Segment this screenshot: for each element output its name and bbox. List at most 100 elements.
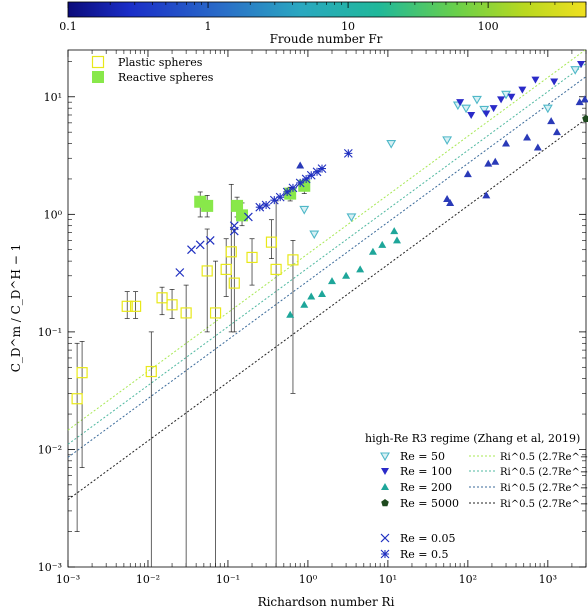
marker-x [175, 268, 185, 277]
marker-triangle-down-open [346, 213, 357, 223]
marker-triangle-up [446, 198, 455, 206]
marker-filled-square [284, 187, 297, 200]
marker-triangle-down [482, 110, 491, 118]
colorbar-tick-label: 0.1 [59, 20, 77, 33]
marker-x [205, 235, 215, 245]
marker-triangle-down-open [472, 95, 482, 105]
x-tick-label: 10⁻¹ [216, 573, 240, 586]
marker-triangle-up [318, 290, 327, 298]
marker-open-square [91, 55, 105, 69]
marker-open-square [287, 254, 299, 266]
marker-triangle-up [580, 95, 588, 103]
marker-triangle-up [484, 159, 493, 167]
x-axis-label: Richardson number Ri [258, 595, 395, 609]
x-tick-label: 10¹ [379, 573, 397, 586]
marker-triangle-up [356, 265, 365, 273]
marker-open-square [180, 307, 192, 319]
legend-label: Reactive spheres [118, 71, 214, 84]
marker-asterisk [269, 195, 279, 205]
legend-entry-label: Re = 200 [400, 481, 452, 494]
y-tick-label: 10⁻¹ [38, 326, 62, 339]
marker-open-square [270, 263, 282, 276]
y-tick-label: 10¹ [44, 91, 62, 104]
marker-triangle-down-open [479, 105, 490, 115]
fit-line-re-50 [67, 49, 586, 431]
marker-open-square [265, 236, 278, 248]
legend-entry-label: Re = 0.5 [400, 548, 449, 561]
marker-filled-square [92, 71, 104, 83]
legend-fit-label: Ri^0.5 (2.7Re^−0.5 + 0.08) [500, 499, 588, 510]
legend-bottom-right: high-Re R3 regime (Zhang et al, 2019) Re… [365, 432, 588, 561]
fit-line-re-200 [67, 76, 587, 458]
marker-triangle-up [381, 483, 389, 490]
colorbar-label: Froude number Fr [270, 32, 383, 46]
marker-triangle-up [296, 161, 305, 169]
marker-open-square [225, 246, 237, 258]
marker-open-square [145, 365, 157, 378]
marker-open-square [76, 367, 88, 379]
marker-triangle-down [456, 99, 465, 107]
marker-triangle-down [497, 96, 506, 104]
legend-entry-label: Re = 100 [400, 465, 452, 478]
marker-x [243, 212, 253, 222]
marker-triangle-up [547, 117, 556, 125]
marker-triangle-up [286, 310, 295, 318]
x-tick-label: 10² [459, 573, 477, 586]
y-axis-label: C_D^m / C_D^H − 1 [9, 244, 23, 373]
marker-asterisk [255, 202, 265, 212]
x-tick-label: 10⁻³ [56, 573, 80, 586]
legend-fit-label: Ri^0.5 (2.7Re^−0.5 + 0.08) [500, 467, 588, 478]
marker-triangle-up [300, 300, 309, 308]
plot-frame [67, 49, 587, 568]
marker-asterisk [317, 164, 327, 173]
legend-fit-label: Ri^0.5 (2.7Re^−0.5 + 0.08) [500, 483, 588, 494]
legend-fit-label: Ri^0.5 (2.7Re^−0.5 + 0.08) [500, 452, 588, 463]
marker-open-square [209, 307, 222, 319]
marker-open-square [71, 393, 83, 405]
marker-pentagon [582, 114, 588, 122]
fit-line-re-100 [67, 63, 587, 445]
marker-triangle-down [550, 78, 559, 86]
legend-entry-label: Re = 0.05 [400, 532, 456, 545]
marker-triangle-down-open [309, 230, 320, 240]
marker-triangle-up [393, 236, 402, 244]
marker-asterisk [306, 170, 316, 180]
marker-triangle-up [463, 170, 472, 178]
marker-triangle-down [518, 86, 527, 94]
marker-triangle-down [381, 468, 389, 475]
marker-pentagon [381, 499, 389, 507]
y-tick-label: 10⁰ [44, 208, 63, 221]
marker-asterisk [282, 187, 292, 197]
marker-x [229, 221, 239, 231]
legend-label: Plastic spheres [118, 56, 203, 69]
marker-triangle-down [531, 76, 540, 84]
x-tick-label: 10⁻² [136, 573, 160, 586]
colorbar: 0.1 1 10 100 Froude number Fr [59, 1, 587, 46]
colorbar-tick-label: 10 [341, 20, 355, 33]
marker-open-square [246, 251, 258, 264]
legend-top-left: Plastic spheres Reactive spheres [91, 55, 214, 84]
marker-triangle-down [467, 111, 476, 119]
marker-open-square [129, 300, 142, 312]
marker-triangle-down-open [442, 136, 453, 145]
marker-triangle-down [577, 61, 586, 69]
colorbar-tick-label: 1 [205, 20, 212, 33]
marker-triangle-up [307, 292, 316, 300]
marker-asterisk [275, 192, 285, 202]
y-tick-label: 10⁻³ [38, 561, 62, 574]
marker-triangle-up [502, 139, 511, 147]
fit-line-re-5000 [67, 118, 587, 501]
marker-triangle-down-open [461, 104, 472, 114]
marker-asterisk [312, 167, 322, 177]
marker-triangle-up [491, 157, 500, 165]
marker-asterisk [288, 183, 298, 193]
marker-triangle-up [342, 271, 351, 279]
marker-open-square [201, 265, 213, 277]
marker-asterisk [380, 549, 390, 559]
legend-entry-label: Re = 5000 [400, 497, 459, 510]
marker-x [380, 533, 390, 543]
marker-triangle-down-open [299, 205, 310, 215]
marker-triangle-down-open [386, 140, 397, 149]
marker-triangle-up [327, 277, 336, 285]
marker-asterisk [343, 148, 353, 158]
